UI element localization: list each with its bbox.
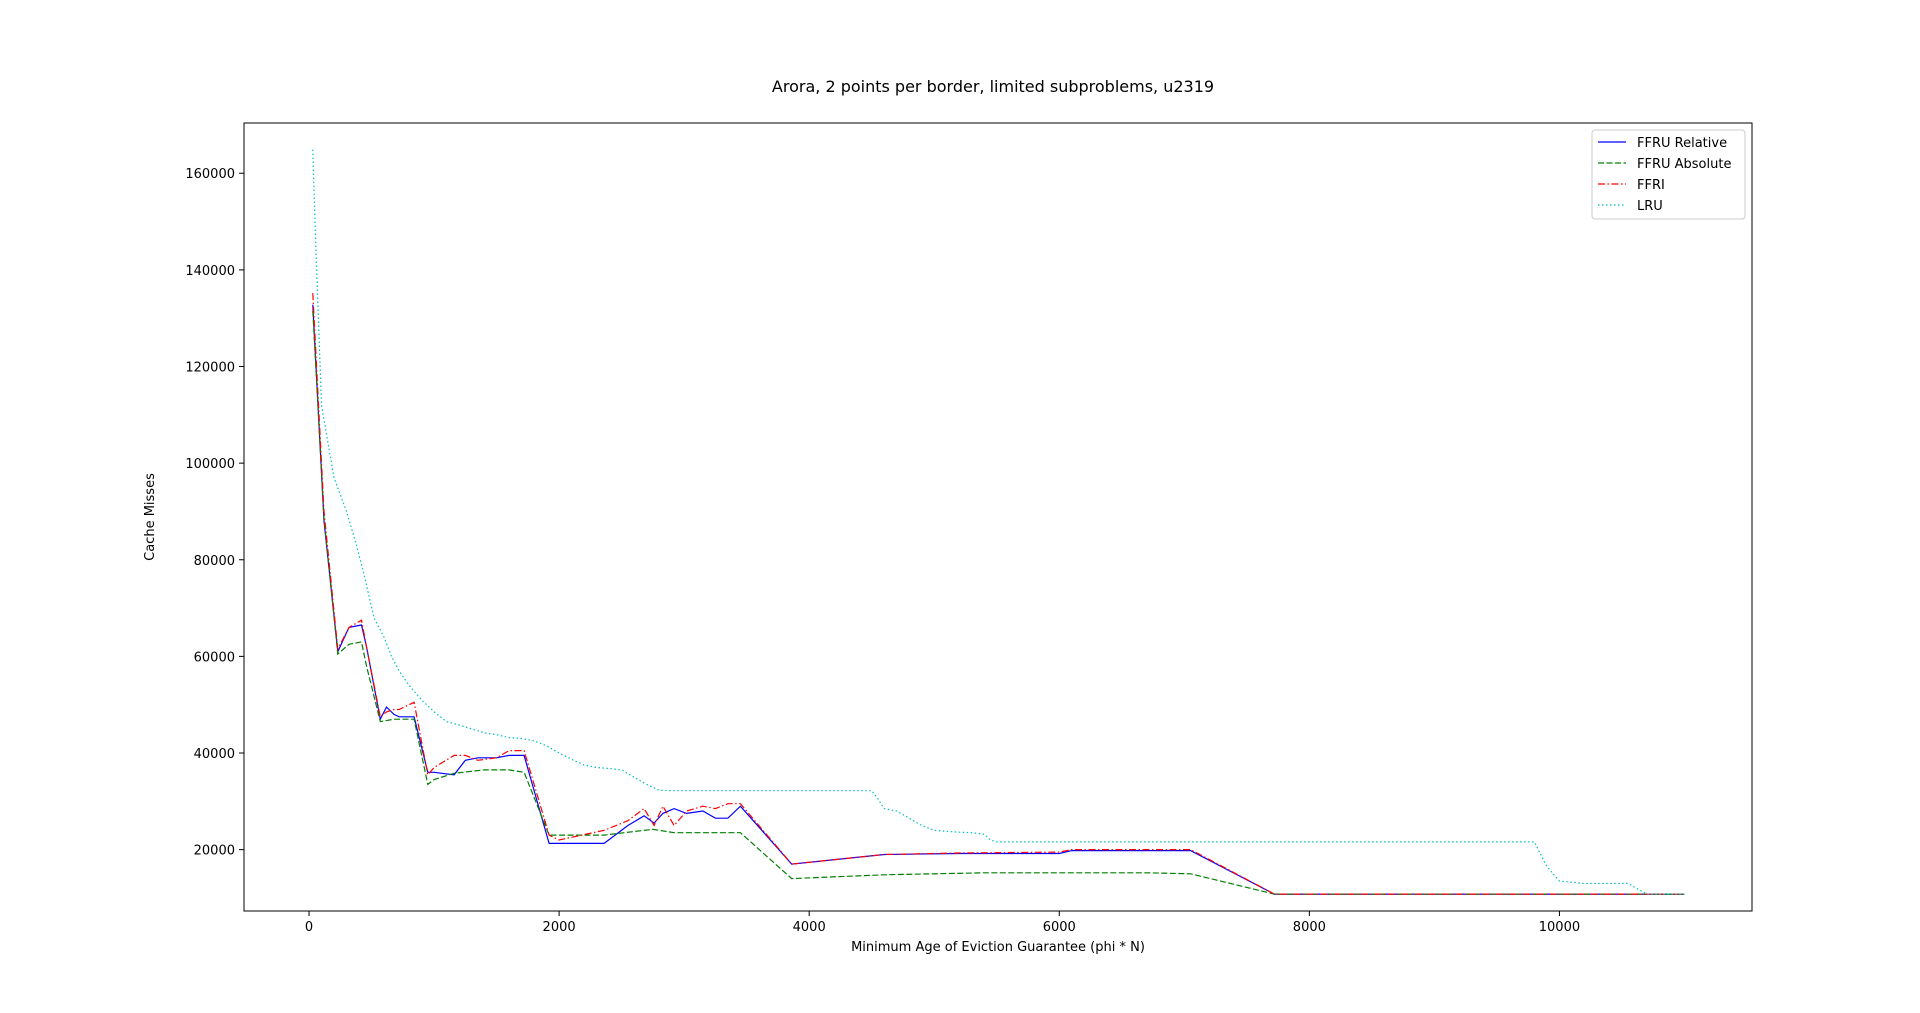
series-line-2 xyxy=(312,310,1685,895)
legend: FFRU Relative FFRU Absolute FFRI LRU xyxy=(1591,129,1746,220)
x-axis-label: Minimum Age of Eviction Guarantee (phi *… xyxy=(851,940,1145,955)
x-tick-label: 4000 xyxy=(793,920,826,935)
plot-area-frame xyxy=(243,122,1753,912)
legend-label-4: LRU xyxy=(1637,199,1663,214)
x-tick-label: 2000 xyxy=(543,920,576,935)
series-layer xyxy=(312,149,1685,895)
x-tick-label: 10000 xyxy=(1539,920,1580,935)
x-tick-label: 8000 xyxy=(1293,920,1326,935)
legend-label-2: FFRU Absolute xyxy=(1637,157,1731,172)
series-line-1 xyxy=(312,304,1685,895)
y-tick-label: 20000 xyxy=(194,844,235,859)
y-tick-label: 80000 xyxy=(194,554,235,569)
y-tick-label: 160000 xyxy=(185,167,235,182)
legend-label-1: FFRU Relative xyxy=(1637,136,1727,151)
series-line-4 xyxy=(312,149,1685,895)
y-tick-label: 40000 xyxy=(194,747,235,762)
y-axis-label: Cache Misses xyxy=(143,473,158,561)
legend-box xyxy=(1591,129,1746,220)
y-tick-label: 120000 xyxy=(185,361,235,376)
series-line-3 xyxy=(312,293,1685,895)
y-axis-ticks: 20000 40000 60000 80000 100000 120000 140000 16… xyxy=(185,167,244,859)
legend-label-3: FFRI xyxy=(1637,178,1665,193)
y-tick-label: 140000 xyxy=(185,264,235,279)
chart-title: Arora, 2 points per border, limited subp… xyxy=(772,77,1214,96)
x-axis-ticks: 0 2000 4000 6000 8000 10000 xyxy=(305,911,1580,935)
x-tick-label: 0 xyxy=(305,920,313,935)
x-tick-label: 6000 xyxy=(1043,920,1076,935)
y-tick-label: 60000 xyxy=(194,650,235,665)
y-tick-label: 100000 xyxy=(185,457,235,472)
